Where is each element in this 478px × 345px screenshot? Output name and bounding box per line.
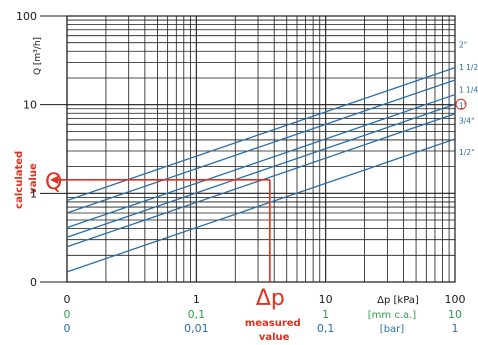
x-secondary-tick-label: 0,1 — [188, 308, 206, 321]
series-line — [66, 93, 456, 229]
series-label: 1/2" — [459, 148, 475, 157]
series-lines — [66, 66, 456, 273]
x-secondary-tick-label: 1 — [322, 308, 329, 321]
series-label: 3/4" — [459, 117, 475, 126]
annotation-layer — [50, 98, 467, 282]
highlight-circle — [455, 98, 467, 110]
x-tick-label: 100 — [445, 293, 466, 306]
series-label: 1" — [459, 101, 467, 110]
series-line — [66, 66, 456, 202]
x-secondary-row-label: [mm c.a.] — [368, 310, 417, 321]
x-secondary-tick-label: 0 — [64, 322, 71, 335]
y-tick-label: 10 — [23, 99, 37, 112]
q-caption-calculated: calculated — [14, 151, 25, 209]
x-secondary-tick-label: 0,1 — [317, 322, 335, 335]
x-secondary-tick-label: 0,01 — [184, 322, 209, 335]
x-secondary-row-label: [bar] — [380, 324, 404, 335]
dp-caption-value: value — [259, 332, 290, 343]
x-tick-label: 1 — [193, 293, 200, 306]
series-label: 1 1/4 — [459, 86, 478, 95]
plot-frame — [66, 15, 456, 283]
series-label: 1 1/2 — [459, 63, 478, 72]
q-caption-value: value — [28, 163, 39, 194]
y-tick-label: 0 — [30, 276, 37, 289]
x-axis-label: Δp [kPa] — [377, 295, 419, 306]
x-secondary-tick-label: 0 — [64, 308, 71, 321]
dp-symbol: Δp — [256, 286, 285, 311]
x-tick-label: 10 — [319, 293, 333, 306]
series-label: 2" — [459, 41, 467, 50]
y-axis-label: Q [m³/h] — [33, 37, 43, 75]
chart-grid — [40, 15, 456, 283]
series-line — [66, 138, 456, 273]
x-secondary-tick-label: 1 — [452, 322, 459, 335]
series-line — [66, 103, 456, 238]
y-tick-label: 1 — [30, 187, 37, 200]
series-line — [66, 79, 456, 214]
y-tick-label: 100 — [16, 10, 37, 23]
x-tick-label: 0 — [64, 293, 71, 306]
arrow-head — [50, 175, 58, 184]
q-symbol: Q — [45, 170, 62, 195]
dp-caption-measured: measured — [245, 318, 301, 329]
x-secondary-tick-label: 10 — [448, 308, 462, 321]
